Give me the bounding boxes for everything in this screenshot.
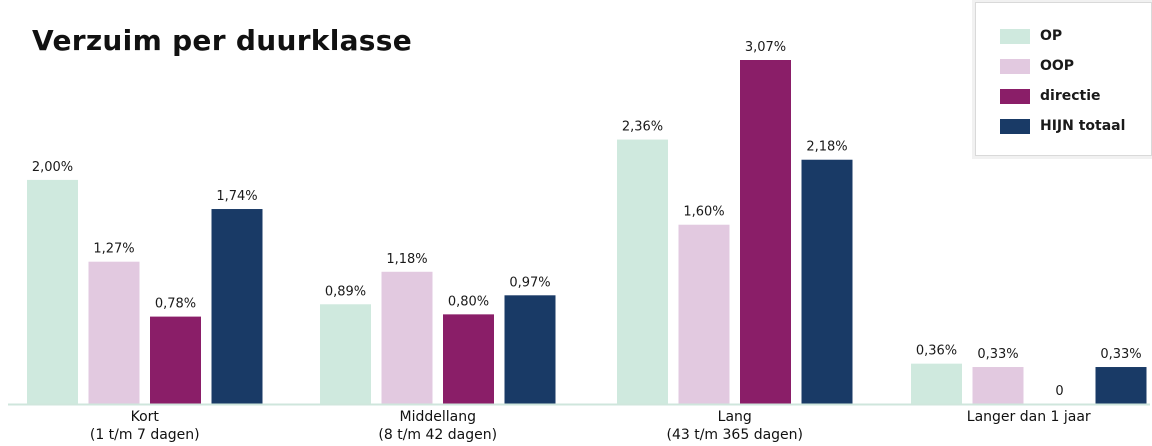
bar — [320, 304, 371, 404]
chart-title: Verzuim per duurklasse — [32, 24, 413, 57]
data-label: 0,33% — [1100, 347, 1141, 362]
series-hijn-totaal: 1,74% 0,97% 2,18% 0,33% — [211, 140, 1147, 404]
bar — [1095, 367, 1147, 404]
data-label: 1,18% — [386, 252, 427, 267]
category-label: Middellang — [400, 409, 476, 425]
legend-item: OOP — [1000, 56, 1151, 76]
legend-label: OOP — [1040, 58, 1075, 74]
category-label: Kort — [131, 409, 160, 425]
data-label: 0,78% — [155, 297, 196, 312]
bar — [27, 179, 78, 404]
data-label: 1,74% — [216, 189, 257, 204]
legend-swatch — [1000, 118, 1030, 134]
category-sublabel: (1 t/m 7 dagen) — [90, 427, 200, 443]
bar — [443, 314, 494, 404]
legend-item: directie — [1000, 86, 1151, 106]
legend-swatch — [1000, 58, 1030, 74]
bar — [801, 159, 853, 404]
category-sublabel: (8 t/m 42 dagen) — [378, 427, 497, 443]
bar — [88, 261, 140, 404]
data-label: 2,36% — [622, 120, 663, 135]
series-op: 2,00% 0,89% 2,36% 0,36% — [27, 120, 962, 404]
bar — [211, 209, 263, 404]
data-label: 0 — [1055, 384, 1063, 399]
legend: OP OOP directie HIJN totaal — [975, 2, 1152, 156]
bar — [504, 295, 556, 404]
data-label: 3,07% — [745, 40, 786, 55]
legend-swatch — [1000, 88, 1030, 104]
legend-swatch — [1000, 28, 1030, 44]
series-directie: 0,78% 0,80% 3,07% 0 — [150, 40, 1064, 404]
data-label: 0,36% — [916, 344, 957, 359]
legend-label: OP — [1040, 28, 1063, 44]
data-label: 1,27% — [93, 242, 134, 257]
data-label: 2,00% — [32, 160, 73, 175]
data-label: 0,89% — [325, 284, 366, 299]
bar — [150, 316, 201, 404]
legend-label: HIJN totaal — [1040, 118, 1126, 134]
bar — [911, 363, 962, 404]
bar — [678, 224, 730, 404]
legend-item: HIJN totaal — [1000, 116, 1151, 136]
category-sublabel: (43 t/m 365 dagen) — [667, 427, 804, 443]
legend-label: directie — [1040, 88, 1101, 104]
category-label: Lang — [718, 409, 752, 425]
series-oop: 1,27% 1,18% 1,60% 0,33% — [88, 205, 1024, 404]
category-label: Langer dan 1 jaar — [967, 409, 1091, 425]
bar — [972, 367, 1024, 404]
legend-item: OP — [1000, 26, 1151, 46]
bar — [381, 271, 433, 404]
data-label: 0,80% — [448, 294, 489, 309]
data-label: 1,60% — [683, 205, 724, 220]
bar — [617, 139, 668, 404]
data-label: 0,97% — [509, 275, 550, 290]
data-label: 0,33% — [977, 347, 1018, 362]
bar — [740, 60, 791, 404]
data-label: 2,18% — [806, 140, 847, 155]
